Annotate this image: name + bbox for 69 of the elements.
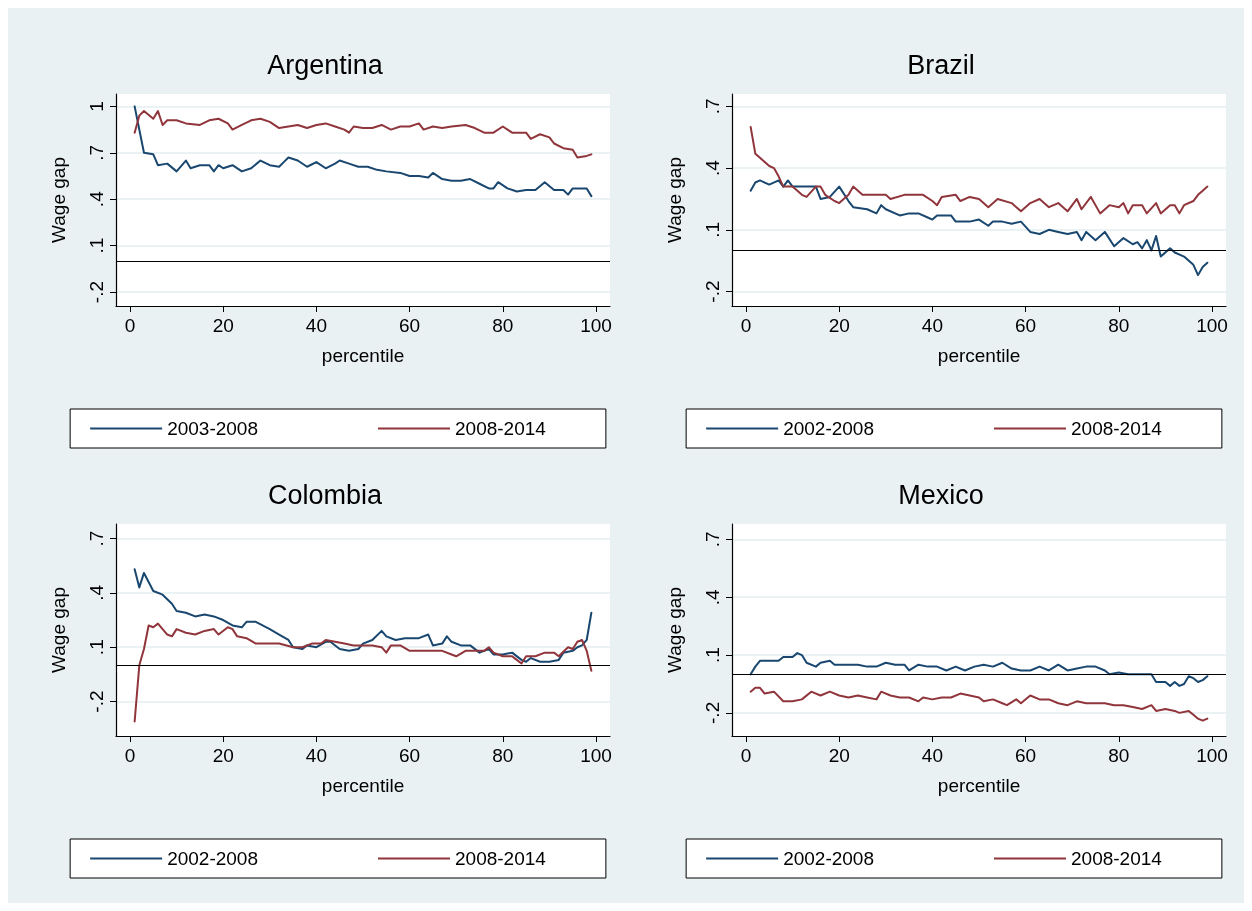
y-tick-label: .1	[86, 237, 107, 254]
y-tick-label: -.2	[702, 280, 723, 303]
y-tick-label: .1	[86, 639, 107, 656]
line-series	[133, 622, 593, 723]
y-tick-label: .1	[702, 647, 723, 663]
y-tick-label: -.2	[702, 701, 723, 724]
x-tick-label: 100	[580, 745, 612, 766]
chart-title: Brazil	[907, 49, 975, 80]
x-tick-label: 80	[492, 315, 514, 336]
legend-label: 2008-2014	[1071, 418, 1163, 439]
y-axis-title: Wage gap	[664, 587, 685, 673]
x-tick-label: 80	[1108, 315, 1130, 336]
legend-label: 2002-2008	[783, 848, 875, 869]
line-series	[749, 652, 1209, 687]
x-tick-label: 0	[740, 745, 752, 766]
legend-label: 2002-2008	[783, 418, 875, 439]
legend-label: 2002-2008	[167, 848, 259, 869]
line-series	[133, 105, 593, 198]
legend-label: 2008-2014	[455, 418, 547, 439]
x-tick-label: 40	[921, 315, 943, 336]
x-tick-label: 100	[1196, 315, 1228, 336]
x-tick-label: 20	[828, 315, 850, 336]
y-tick-label: 1	[86, 101, 107, 112]
y-tick-label: -.2	[86, 690, 107, 713]
line-series	[133, 110, 593, 159]
y-tick-label: .4	[702, 159, 723, 177]
x-tick-label: 100	[1196, 745, 1228, 766]
x-axis-title: percentile	[321, 775, 405, 796]
x-tick-label: 80	[1108, 745, 1130, 766]
x-tick-label: 40	[305, 745, 327, 766]
y-tick-label: -.2	[86, 280, 107, 304]
y-tick-label: .4	[86, 190, 107, 208]
x-tick-label: 40	[305, 315, 327, 336]
x-tick-label: 0	[124, 745, 136, 766]
x-axis-title: percentile	[937, 345, 1021, 366]
x-axis-title: percentile	[937, 775, 1021, 796]
x-tick-label: 40	[921, 745, 943, 766]
line-series	[749, 179, 1209, 277]
y-tick-label: .7	[86, 144, 107, 161]
chart-title: Argentina	[267, 49, 384, 80]
x-tick-label: 60	[1015, 745, 1037, 766]
line-series	[749, 686, 1209, 722]
y-tick-label: .1	[702, 221, 723, 238]
y-tick-label: .7	[702, 531, 723, 548]
legend-label: 2008-2014	[1071, 848, 1163, 869]
y-tick-label: .4	[702, 588, 723, 606]
chart-title: Colombia	[267, 479, 383, 510]
chart-title: Mexico	[898, 479, 984, 510]
x-tick-label: 0	[124, 315, 136, 336]
x-tick-label: 60	[399, 315, 421, 336]
x-tick-label: 60	[1015, 315, 1037, 336]
x-tick-label: 80	[492, 745, 514, 766]
legend-label: 2003-2008	[167, 418, 259, 439]
line-series	[749, 125, 1209, 215]
y-axis-title: Wage gap	[48, 587, 69, 673]
x-axis-title: percentile	[321, 345, 405, 366]
x-tick-label: 20	[212, 315, 234, 336]
y-axis-title: Wage gap	[48, 157, 69, 243]
x-tick-label: 20	[828, 745, 850, 766]
line-series	[133, 568, 593, 663]
legend-label: 2008-2014	[455, 848, 547, 869]
x-tick-label: 60	[399, 745, 421, 766]
y-tick-label: .7	[86, 530, 107, 547]
y-tick-label: .7	[702, 98, 723, 115]
y-tick-label: .4	[86, 584, 107, 601]
x-tick-label: 20	[212, 745, 234, 766]
y-axis-title: Wage gap	[664, 157, 685, 243]
x-tick-label: 100	[580, 315, 612, 336]
x-tick-label: 0	[740, 315, 752, 336]
